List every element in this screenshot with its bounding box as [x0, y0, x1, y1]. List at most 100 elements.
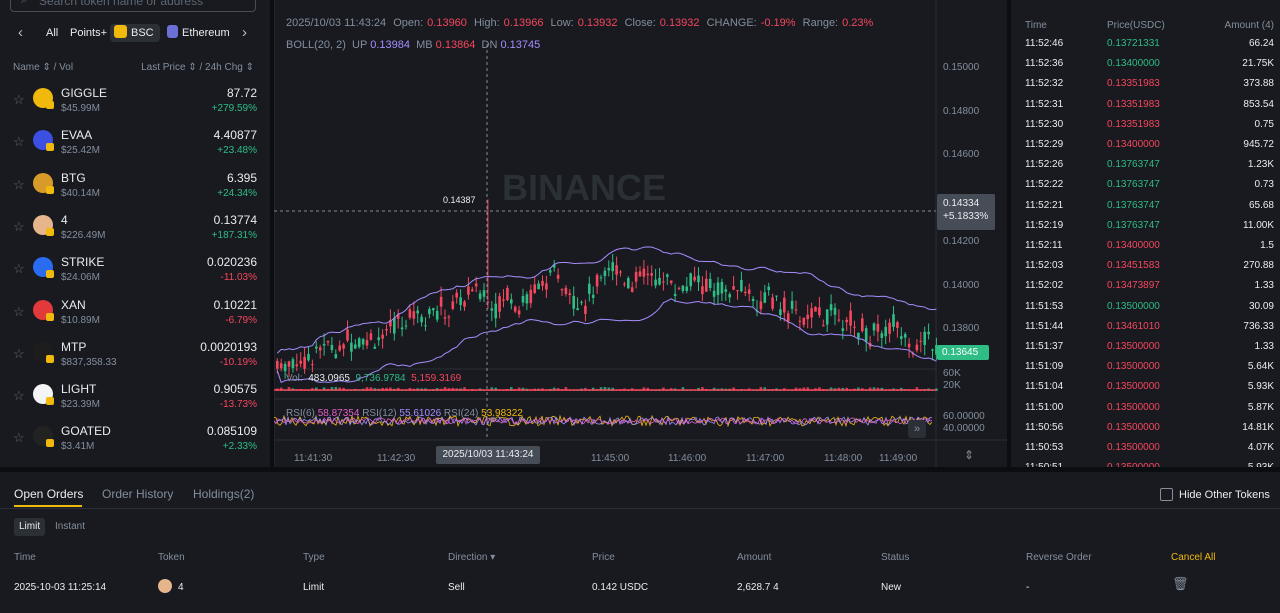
candle-body [346, 329, 349, 341]
trade-time: 11:51:53 [1025, 300, 1064, 312]
candle-body [315, 346, 318, 349]
volume-tick-label: 60K [943, 368, 961, 379]
list-item[interactable]: ☆ EVAA $25.42M 4.40877 +23.48% [0, 121, 270, 163]
candle-body [806, 314, 809, 320]
list-item[interactable]: ☆ LIGHT $23.39M 0.90575 -13.73% [0, 375, 270, 417]
trade-amount: 373.88 [1243, 78, 1274, 90]
token-price: 4.40877 [213, 128, 257, 143]
hide-other-tokens-checkbox[interactable]: Hide Other Tokens [1160, 488, 1270, 501]
token-symbol: EVAA [61, 128, 93, 143]
trade-amount: 1.33 [1254, 341, 1274, 352]
trade-time: 11:52:29 [1025, 139, 1064, 150]
candle-body [720, 281, 724, 294]
candle-body [591, 294, 595, 298]
list-item[interactable]: ☆ GOATED $3.41M 0.085109 +2.33% [0, 417, 270, 459]
star-icon[interactable]: ☆ [13, 430, 25, 446]
trade-amount: 1.33 [1254, 280, 1274, 292]
chain-points[interactable]: Points+ [70, 27, 107, 39]
trade-amount: 4.07K [1247, 442, 1274, 453]
vol-label: Vol: [286, 373, 303, 384]
candle-body [880, 333, 884, 338]
candle-body [708, 278, 712, 288]
scroll-to-latest-icon[interactable]: » [908, 420, 926, 438]
candle-body [794, 309, 798, 311]
col-price-change[interactable]: Last Price ⇕ / 24h Chg ⇕ [141, 62, 254, 73]
list-item[interactable]: ☆ STRIKE $24.06M 0.020236 -11.03% [0, 248, 270, 290]
candle-body [287, 361, 291, 367]
candle-body [276, 360, 279, 369]
chevron-left-icon[interactable]: ‹ [18, 24, 23, 41]
volume-bar [818, 387, 821, 391]
list-item[interactable]: ☆ BTG $40.14M 6.395 +24.34% [0, 164, 270, 206]
list-item[interactable]: ☆ GIGGLE $45.99M 87.72 +279.59% [0, 79, 270, 121]
table-row: 11:51:04 0.13500000 5.93K [1011, 377, 1280, 397]
list-item[interactable]: ☆ 4 $226.49M 0.13774 +187.31% [0, 206, 270, 248]
tab-order-history[interactable]: Order History [102, 487, 174, 501]
trade-price: 0.13500000 [1107, 462, 1160, 467]
candle-body [400, 327, 404, 330]
subtab-instant[interactable]: Instant [55, 521, 86, 532]
token-symbol: XAN [61, 297, 86, 312]
cancel-all-button[interactable]: Cancel All [1171, 552, 1216, 563]
candle-body [669, 280, 673, 284]
col-direction[interactable]: Direction ▾ [448, 552, 496, 563]
vol-value-3: 5,159.3169 [411, 373, 462, 384]
token-volume: $226.49M [61, 229, 106, 241]
trade-price: 0.13400000 [1107, 58, 1160, 70]
chevron-right-icon[interactable]: › [242, 24, 247, 41]
y-tick-label: 0.13800 [943, 323, 980, 334]
x-tick-label: 11:47:00 [746, 453, 785, 464]
candle-body [681, 285, 685, 292]
star-icon[interactable]: ☆ [13, 218, 25, 234]
trade-amount: 65.68 [1248, 199, 1274, 211]
trade-amount: 945.72 [1243, 139, 1274, 150]
candle-body [354, 344, 357, 349]
chain-bsc[interactable]: BSC [110, 24, 160, 42]
candle-body [736, 290, 739, 292]
candle-body [595, 274, 599, 287]
star-icon[interactable]: ☆ [13, 345, 25, 361]
star-icon[interactable]: ☆ [13, 388, 25, 404]
star-icon[interactable]: ☆ [13, 92, 25, 107]
search-input[interactable]: ⌕ Search token name or address [10, 0, 256, 12]
chain-ethereum[interactable]: Ethereum [167, 24, 230, 42]
candle-body [701, 286, 704, 295]
tab-holdings[interactable]: Holdings(2) [193, 487, 255, 501]
candle-body [810, 308, 813, 318]
col-name-vol[interactable]: Name ⇕ / Vol [13, 62, 74, 73]
auto-scale-icon[interactable]: ⇕ [964, 448, 975, 462]
star-icon[interactable]: ☆ [13, 134, 25, 150]
star-icon[interactable]: ☆ [13, 303, 25, 319]
x-tick-label: 11:48:00 [824, 453, 863, 464]
candle-body [935, 344, 938, 355]
tab-open-orders[interactable]: Open Orders [14, 487, 84, 501]
list-item[interactable]: ☆ MTP $837,358.33 0.0020193 -10.19% [0, 333, 270, 375]
candlestick-chart[interactable]: BINANCE 0.15000 0.14800 0.14600 0.14200 0.140… [274, 0, 1007, 467]
table-row: 11:50:51 0.13500000 5.93K [1011, 458, 1280, 467]
candle-body [408, 309, 412, 318]
bsc-icon [114, 25, 127, 38]
trade-time: 11:52:02 [1025, 280, 1064, 292]
star-icon[interactable]: ☆ [13, 176, 25, 192]
trade-time: 11:52:36 [1025, 58, 1064, 70]
trash-icon[interactable]: 🗑 [1172, 576, 1189, 591]
token-change: +2.33% [222, 441, 257, 453]
token-symbol: STRIKE [61, 255, 105, 270]
candle-body [467, 286, 470, 295]
trade-price: 0.13473897 [1107, 280, 1160, 292]
trade-amount: 270.88 [1243, 260, 1274, 272]
chart-panel[interactable]: BINANCE 0.15000 0.14800 0.14600 0.14200 0.140… [274, 0, 1007, 467]
candle-body [584, 305, 587, 314]
list-item[interactable]: ☆ XAN $10.89M 0.10221 -6.79% [0, 291, 270, 333]
candle-body [311, 364, 314, 366]
star-icon[interactable]: ☆ [13, 261, 25, 277]
chain-badge-icon [46, 185, 54, 194]
table-row: 11:52:03 0.13451583 270.88 [1011, 256, 1280, 276]
search-placeholder: Search token name or address [39, 0, 204, 8]
table-row: 11:52:21 0.13763747 65.68 [1011, 196, 1280, 216]
candle-body [330, 344, 334, 351]
chain-all[interactable]: All [46, 27, 59, 39]
candle-body [396, 314, 400, 319]
subtab-limit[interactable]: Limit [14, 518, 46, 536]
trade-time: 11:51:44 [1025, 320, 1064, 332]
